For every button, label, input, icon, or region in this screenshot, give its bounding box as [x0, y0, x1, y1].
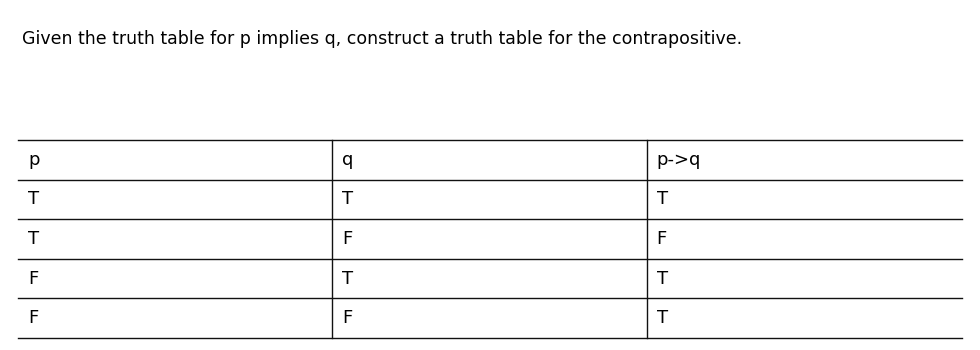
Text: T: T — [28, 190, 39, 208]
Text: F: F — [342, 309, 353, 327]
Text: Given the truth table for p implies q, construct a truth table for the contrapos: Given the truth table for p implies q, c… — [22, 30, 742, 48]
Text: q: q — [342, 151, 354, 169]
Text: F: F — [28, 309, 38, 327]
Text: p->q: p->q — [657, 151, 701, 169]
Text: F: F — [28, 270, 38, 288]
Text: T: T — [28, 230, 39, 248]
Text: T: T — [657, 190, 667, 208]
Text: F: F — [342, 230, 353, 248]
Text: p: p — [28, 151, 39, 169]
Text: T: T — [342, 270, 354, 288]
Text: T: T — [657, 309, 667, 327]
Text: F: F — [657, 230, 667, 248]
Text: T: T — [657, 270, 667, 288]
Text: T: T — [342, 190, 354, 208]
